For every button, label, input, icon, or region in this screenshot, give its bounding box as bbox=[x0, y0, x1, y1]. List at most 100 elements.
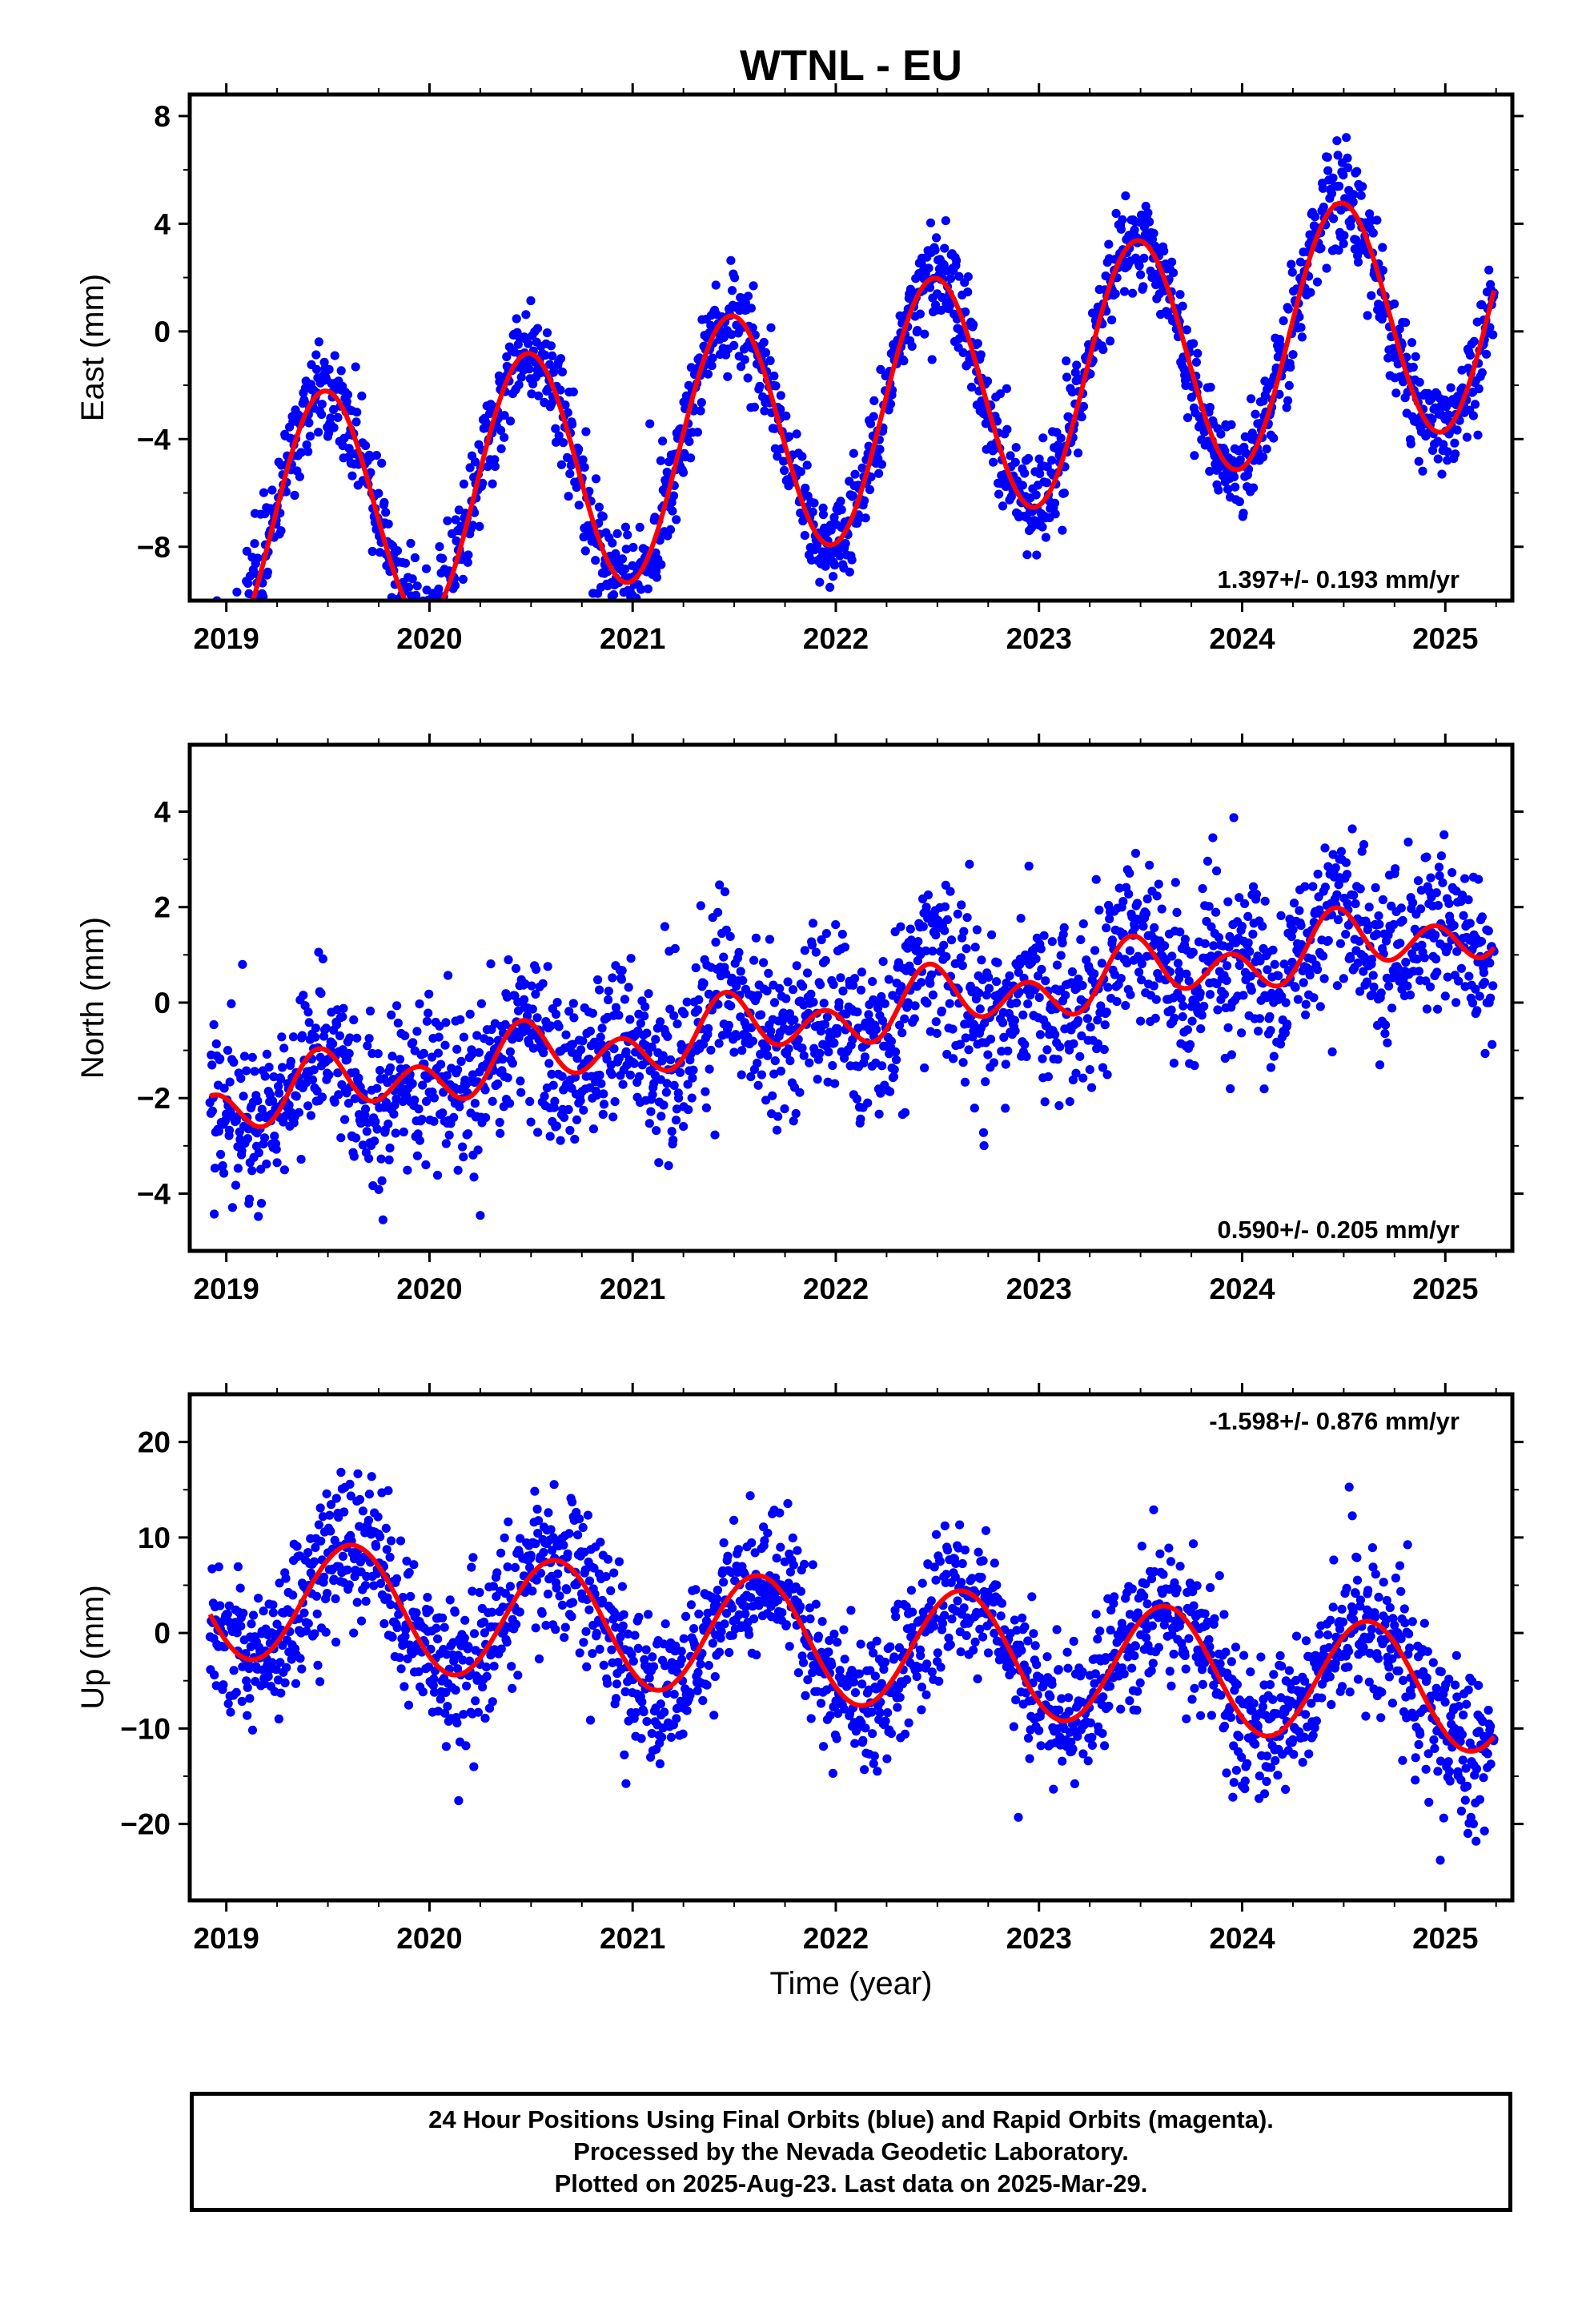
data-point bbox=[763, 1051, 773, 1060]
data-point bbox=[1343, 153, 1352, 163]
data-point bbox=[616, 975, 627, 984]
data-point bbox=[1112, 997, 1122, 1007]
data-point bbox=[465, 1009, 475, 1019]
data-point bbox=[970, 943, 980, 952]
data-point bbox=[928, 990, 938, 999]
data-point bbox=[1243, 911, 1253, 921]
data-point bbox=[1258, 922, 1267, 931]
data-point bbox=[1488, 330, 1498, 340]
data-point bbox=[609, 1568, 619, 1578]
data-point bbox=[792, 429, 801, 439]
data-point bbox=[1042, 1045, 1052, 1055]
data-point bbox=[295, 472, 304, 481]
data-point bbox=[415, 1136, 425, 1145]
data-point bbox=[421, 1160, 431, 1170]
data-point bbox=[701, 1103, 712, 1112]
data-point bbox=[1284, 380, 1294, 390]
data-point bbox=[769, 998, 780, 1007]
data-point bbox=[392, 1574, 402, 1583]
data-point bbox=[1439, 830, 1449, 839]
data-point bbox=[250, 539, 259, 549]
data-point bbox=[548, 351, 557, 360]
data-point bbox=[780, 1104, 789, 1114]
data-point bbox=[984, 983, 994, 993]
data-point bbox=[331, 1594, 340, 1603]
data-point bbox=[1327, 189, 1337, 199]
data-point bbox=[1227, 420, 1236, 430]
data-point bbox=[253, 553, 263, 563]
data-point bbox=[1313, 869, 1323, 879]
data-point bbox=[946, 274, 956, 283]
data-point bbox=[1283, 304, 1293, 314]
data-point bbox=[288, 1590, 298, 1600]
data-point bbox=[1058, 938, 1067, 948]
data-point bbox=[515, 1607, 524, 1617]
data-point bbox=[618, 1621, 628, 1630]
data-point bbox=[526, 1550, 536, 1560]
data-point bbox=[1103, 983, 1113, 992]
data-point bbox=[343, 1099, 354, 1108]
data-point bbox=[648, 1662, 659, 1671]
data-point bbox=[1119, 287, 1130, 296]
data-point bbox=[1133, 899, 1142, 908]
data-point bbox=[495, 1117, 504, 1128]
data-point bbox=[349, 1628, 359, 1638]
data-point bbox=[665, 525, 676, 535]
data-point bbox=[964, 1045, 974, 1055]
data-point bbox=[1265, 1011, 1275, 1022]
data-point bbox=[412, 1151, 423, 1160]
data-point bbox=[808, 919, 818, 928]
data-point bbox=[239, 1608, 248, 1618]
data-point bbox=[1035, 469, 1045, 479]
data-point bbox=[928, 947, 938, 956]
data-point bbox=[958, 1058, 968, 1068]
data-point bbox=[696, 406, 705, 416]
data-point bbox=[617, 966, 627, 975]
data-point bbox=[939, 940, 949, 950]
data-point bbox=[1050, 1030, 1060, 1039]
data-point bbox=[584, 1605, 594, 1614]
data-point bbox=[687, 1093, 697, 1103]
data-point bbox=[1480, 1048, 1490, 1059]
data-point bbox=[595, 985, 604, 995]
data-point bbox=[1056, 433, 1066, 443]
data-point bbox=[1286, 362, 1295, 372]
data-point bbox=[440, 603, 449, 612]
data-point bbox=[476, 999, 487, 1008]
data-point bbox=[984, 972, 994, 982]
data-point bbox=[1176, 994, 1186, 1003]
data-point bbox=[757, 1010, 766, 1019]
data-point bbox=[532, 1504, 542, 1514]
data-point bbox=[1407, 338, 1417, 348]
data-point bbox=[1319, 951, 1328, 961]
data-point bbox=[252, 606, 261, 615]
data-point bbox=[989, 1058, 998, 1068]
data-point bbox=[1041, 533, 1050, 542]
data-point bbox=[1178, 1012, 1187, 1022]
data-point bbox=[253, 1096, 263, 1106]
data-point bbox=[863, 1098, 873, 1108]
data-point bbox=[235, 661, 244, 670]
data-point bbox=[949, 1054, 958, 1063]
y-tick-label: 0 bbox=[154, 316, 171, 348]
x-tick-label: 2021 bbox=[600, 622, 665, 655]
data-point bbox=[601, 1572, 611, 1582]
data-point bbox=[1099, 1044, 1109, 1055]
data-point bbox=[1059, 923, 1069, 932]
data-point bbox=[345, 1033, 355, 1043]
data-point bbox=[890, 1047, 901, 1057]
y-axis-label: North (mm) bbox=[75, 917, 110, 1079]
data-point bbox=[302, 440, 311, 450]
data-point bbox=[1403, 837, 1413, 847]
data-point bbox=[211, 665, 219, 673]
data-point bbox=[835, 551, 845, 561]
data-point bbox=[445, 1595, 455, 1605]
data-point bbox=[693, 428, 703, 437]
data-point bbox=[762, 1043, 772, 1052]
data-point bbox=[599, 1660, 608, 1670]
data-point bbox=[1024, 861, 1034, 871]
data-point bbox=[564, 492, 573, 501]
data-point bbox=[1464, 895, 1473, 905]
data-point bbox=[1018, 1010, 1028, 1019]
data-point bbox=[432, 1623, 441, 1633]
